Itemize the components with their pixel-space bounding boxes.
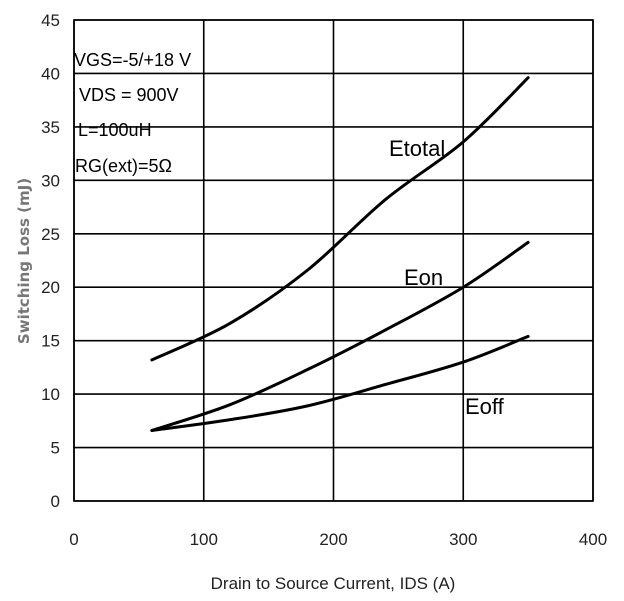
x-tick-label-0: 0 <box>69 530 78 549</box>
y-tick-label-6: 30 <box>41 171 60 190</box>
x-tick-label-1: 100 <box>190 530 218 549</box>
x-tick-label-3: 300 <box>449 530 477 549</box>
annotation-vgs: VGS=-5/+18 V <box>74 50 191 70</box>
y-tick-label-2: 10 <box>41 385 60 404</box>
curves <box>150 76 530 432</box>
y-tick-label-5: 25 <box>41 225 60 244</box>
x-tick-label-4: 400 <box>579 530 607 549</box>
series-label-eoff: Eoff <box>465 394 505 419</box>
y-tick-label-1: 5 <box>51 439 60 458</box>
series-line-eoff <box>150 334 530 432</box>
x-axis-label: Drain to Source Current, IDS (A) <box>211 574 456 593</box>
series-line-eon <box>150 240 530 432</box>
y-tick-label-3: 15 <box>41 332 60 351</box>
series-label-etotal: Etotal <box>389 136 445 161</box>
plot-frame <box>73 19 594 502</box>
y-tick-label-9: 45 <box>41 11 60 30</box>
y-tick-label-8: 40 <box>41 64 60 83</box>
x-tick-label-2: 200 <box>319 530 347 549</box>
grid <box>73 19 594 502</box>
annotation-inductance: L=100uH <box>78 120 152 140</box>
y-tick-label-0: 0 <box>51 492 60 511</box>
tick-labels: 0 5 10 15 20 25 30 35 40 45 0 100 200 300 400 <box>41 11 607 549</box>
y-tick-label-7: 35 <box>41 118 60 137</box>
series-line-etotal <box>150 76 530 362</box>
y-tick-label-4: 20 <box>41 278 60 297</box>
annotation-gate-resistance: RG(ext)=5Ω <box>75 156 172 176</box>
series-label-eon: Eon <box>404 265 443 290</box>
annotation-vds: VDS = 900V <box>79 85 179 105</box>
y-axis-label: Switching Loss (mJ) <box>15 178 33 344</box>
